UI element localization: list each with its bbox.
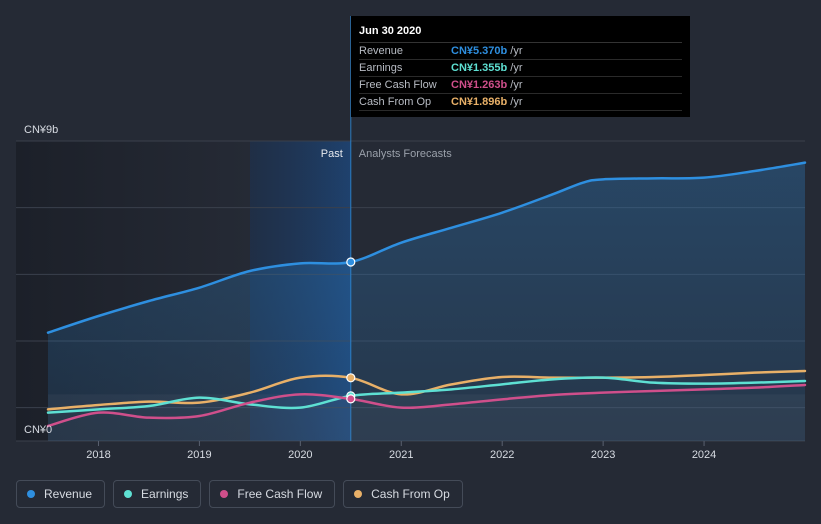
legend-item-revenue[interactable]: Revenue (16, 480, 106, 508)
y-axis-top-label: CN¥9b (24, 124, 58, 136)
forecast-label: Analysts Forecasts (359, 148, 452, 160)
tooltip-unit: /yr (510, 62, 523, 74)
tooltip-label: Cash From Op (359, 96, 432, 108)
tooltip-unit: /yr (510, 96, 523, 108)
tooltip-row-free-cash-flow: Free Cash Flow CN¥1.263b /yr (359, 77, 682, 94)
legend-label: Cash From Op (371, 487, 450, 501)
hover-tooltip: Jun 30 2020 Revenue CN¥5.370b /yr Earnin… (351, 16, 690, 117)
y-axis-bottom-label: CN¥0 (24, 424, 52, 436)
free-cash-flow-line (46, 383, 807, 428)
x-tick-label: 2024 (692, 449, 716, 461)
legend-label: Free Cash Flow (237, 487, 323, 501)
legend-label: Revenue (44, 487, 93, 501)
tooltip-unit: /yr (510, 79, 523, 91)
x-tick-label: 2018 (86, 449, 110, 461)
tooltip-value: CN¥1.896b (451, 96, 508, 108)
x-tick-label: 2019 (187, 449, 211, 461)
tooltip-row-cash-from-op: Cash From Op CN¥1.896b /yr (359, 94, 682, 111)
legend-item-free-cash-flow[interactable]: Free Cash Flow (209, 480, 336, 508)
legend-dot-icon (124, 490, 133, 498)
legend-item-earnings[interactable]: Earnings (113, 480, 202, 508)
tooltip-row-earnings: Earnings CN¥1.355b /yr (359, 60, 682, 77)
tooltip-label: Earnings (359, 62, 403, 74)
x-tick-label: 2021 (389, 449, 413, 461)
revenue-line (46, 161, 807, 334)
tooltip-value: CN¥1.355b (451, 62, 508, 74)
legend-dot-icon (27, 490, 35, 498)
legend-dot-icon (354, 490, 363, 498)
earnings-line (46, 376, 807, 414)
past-label: Past (321, 148, 343, 160)
revenue-marker (346, 257, 356, 267)
chart-legend: Revenue Earnings Free Cash Flow Cash Fro… (16, 480, 463, 508)
tooltip-row-revenue: Revenue CN¥5.370b /yr (359, 43, 682, 60)
tooltip-value: CN¥5.370b (451, 45, 508, 57)
tooltip-date: Jun 30 2020 (359, 24, 682, 43)
legend-label: Earnings (141, 487, 189, 501)
tooltip-label: Free Cash Flow (359, 79, 437, 91)
x-tick-label: 2023 (591, 449, 615, 461)
legend-item-cash-from-op[interactable]: Cash From Op (343, 480, 463, 508)
tooltip-value: CN¥1.263b (451, 79, 508, 91)
x-tick-label: 2020 (288, 449, 312, 461)
cash-from-op-marker (346, 373, 356, 383)
revenue-area (48, 162, 805, 441)
tooltip-label: Revenue (359, 45, 404, 57)
tooltip-unit: /yr (510, 45, 523, 57)
legend-dot-icon (220, 490, 229, 498)
free-cash-flow-marker (346, 394, 356, 404)
x-tick-label: 2022 (490, 449, 514, 461)
